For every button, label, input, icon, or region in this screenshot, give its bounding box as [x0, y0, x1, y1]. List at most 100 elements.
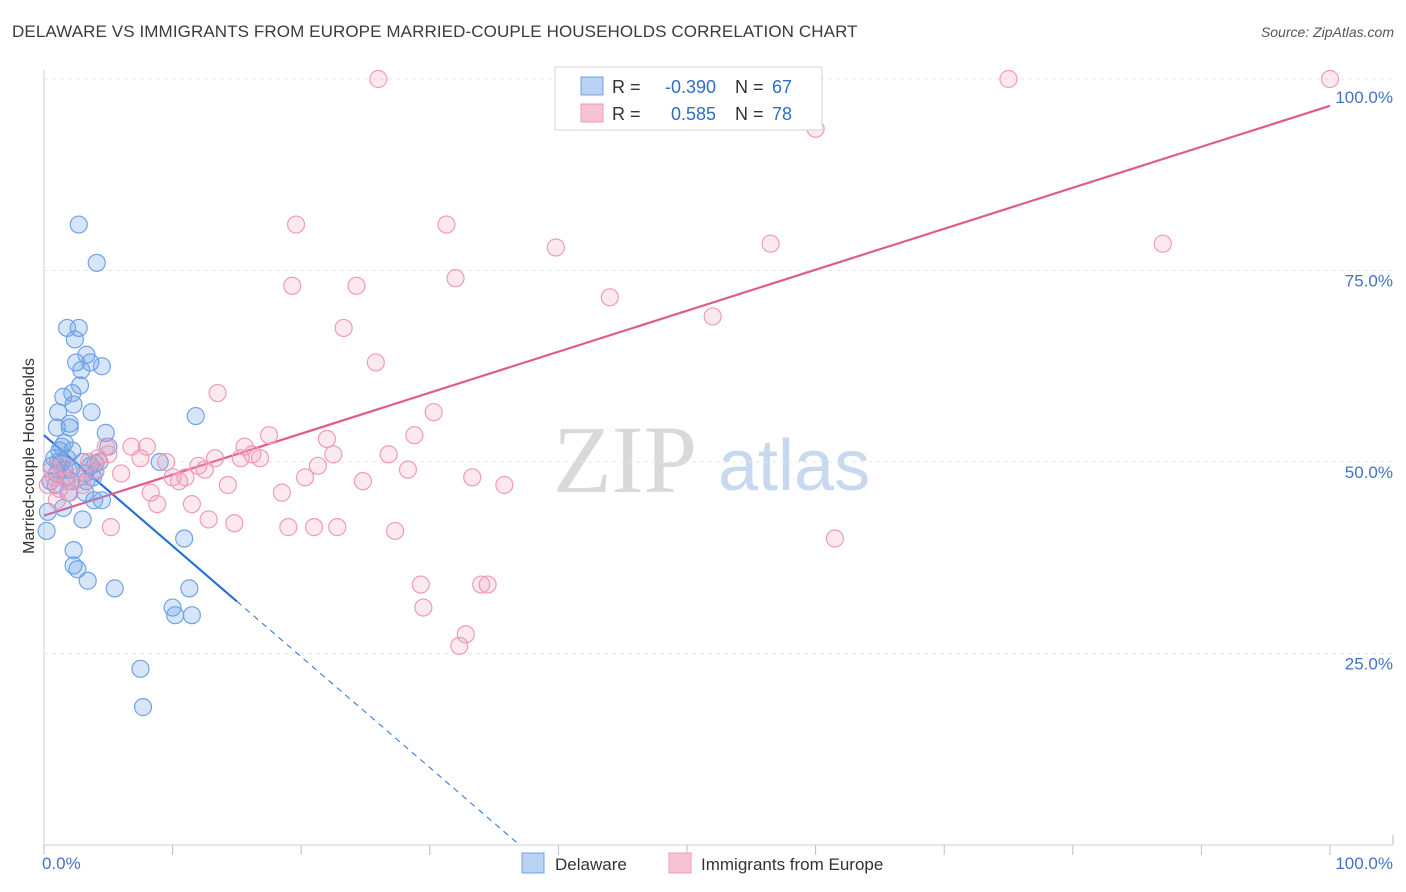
point-delaware — [105, 579, 124, 598]
point-europe — [231, 449, 250, 468]
point-europe — [446, 269, 465, 288]
point-delaware — [70, 376, 90, 395]
legend-n-label-delaware: N = — [735, 77, 764, 97]
point-delaware — [92, 357, 111, 376]
point-delaware — [150, 452, 169, 472]
point-europe — [472, 575, 491, 594]
point-delaware — [87, 253, 106, 272]
point-europe — [73, 475, 92, 495]
point-europe — [450, 636, 469, 655]
gridlines — [44, 78, 1393, 654]
point-europe — [101, 518, 120, 537]
point-europe — [112, 464, 131, 483]
point-europe — [286, 215, 306, 234]
point-delaware — [55, 433, 74, 452]
point-delaware — [64, 540, 83, 560]
point-europe — [295, 468, 315, 487]
point-europe — [317, 429, 337, 449]
point-europe — [218, 475, 237, 495]
watermark-zip: ZIP — [553, 406, 697, 513]
point-europe — [58, 472, 77, 491]
point-europe — [999, 69, 1018, 89]
point-europe — [137, 437, 156, 456]
legend-r-label-delaware: R = — [612, 77, 641, 97]
correlation-legend: R = -0.390 N = 67 R = 0.585 N = 78 — [554, 66, 823, 131]
point-europe — [385, 521, 405, 541]
point-delaware — [60, 418, 79, 437]
point-delaware — [63, 383, 82, 403]
point-europe — [195, 460, 214, 479]
legend-n-label-europe: N = — [735, 104, 764, 124]
x-tick-label-100: 100.0% — [1335, 854, 1393, 873]
point-europe — [1320, 69, 1340, 89]
point-europe — [437, 215, 456, 234]
point-europe — [148, 495, 167, 514]
point-europe — [283, 276, 302, 295]
point-europe — [600, 288, 619, 307]
point-europe — [131, 449, 150, 468]
point-delaware — [180, 579, 199, 598]
legend-n-value-europe: 78 — [772, 104, 792, 124]
point-delaware — [85, 491, 104, 510]
point-delaware — [92, 491, 111, 510]
point-europe — [208, 383, 227, 403]
point-europe — [463, 468, 482, 487]
trend-line-delaware-extension — [236, 601, 521, 846]
point-europe — [182, 495, 201, 514]
point-europe — [176, 468, 195, 487]
point-europe — [424, 403, 443, 422]
point-delaware — [64, 395, 83, 414]
point-europe — [54, 456, 73, 475]
point-europe — [308, 456, 328, 475]
trend-line-europe — [43, 104, 1331, 517]
point-europe — [369, 69, 388, 89]
point-delaware — [68, 560, 87, 579]
point-europe — [495, 475, 514, 495]
point-europe — [199, 510, 218, 529]
point-europe — [328, 518, 347, 537]
point-delaware — [73, 510, 92, 529]
point-europe — [50, 479, 69, 498]
point-europe — [761, 234, 780, 253]
point-europe — [225, 514, 244, 533]
point-europe — [546, 238, 565, 257]
point-europe — [414, 598, 433, 617]
point-delaware — [175, 529, 194, 548]
point-delaware — [37, 521, 56, 541]
point-europe — [235, 437, 254, 456]
bottom-legend-label-europe: Immigrants from Europe — [701, 855, 883, 874]
legend-r-value-europe: 0.585 — [671, 104, 716, 124]
point-europe — [405, 426, 424, 445]
legend-swatch-delaware — [580, 76, 604, 96]
point-delaware — [63, 441, 82, 460]
point-europe — [272, 483, 292, 502]
point-delaware — [82, 403, 101, 422]
legend-r-value-delaware: -0.390 — [665, 77, 716, 97]
point-delaware — [166, 606, 185, 625]
y-tick-label: 75.0% — [1345, 272, 1393, 291]
point-europe — [86, 460, 105, 479]
watermark-atlas: atlas — [718, 426, 870, 506]
point-europe — [304, 518, 324, 537]
point-delaware — [60, 414, 79, 433]
bottom-legend-swatch-delaware — [521, 852, 545, 874]
point-europe — [411, 575, 430, 594]
point-europe — [398, 460, 418, 479]
point-europe — [205, 449, 225, 468]
y-tick-labels: 25.0% 50.0% 75.0% 100.0% — [1335, 88, 1393, 674]
source-label: Source: ZipAtlas.com — [1260, 24, 1394, 40]
data-points — [37, 69, 1340, 717]
point-europe — [347, 276, 366, 295]
point-europe — [703, 307, 722, 326]
y-axis-label: Married-couple Households — [21, 358, 38, 554]
bottom-legend-swatch-europe — [668, 852, 692, 874]
point-delaware — [65, 330, 84, 349]
legend-r-label-europe: R = — [612, 104, 641, 124]
point-delaware — [81, 353, 100, 372]
point-europe — [825, 529, 844, 548]
point-europe — [250, 449, 270, 468]
point-europe — [478, 575, 497, 594]
point-europe — [279, 518, 298, 537]
series-legend: Delaware Immigrants from Europe — [521, 852, 883, 874]
